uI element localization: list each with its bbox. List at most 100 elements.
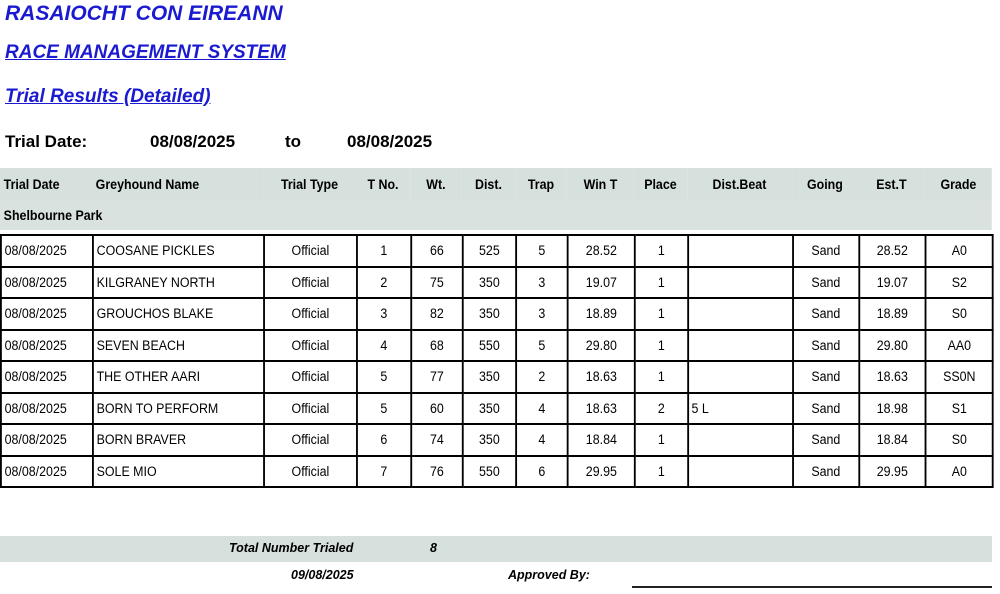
cell-est-t: 19.07	[857, 265, 927, 299]
cell-grade: AA0	[924, 328, 994, 362]
print-date: 09/08/2025	[291, 568, 354, 582]
cell-dist-beat	[686, 234, 794, 268]
cell-t-no: 5	[355, 360, 412, 394]
cell-trial-type: Official	[262, 328, 358, 362]
header-row: Trial Date Greyhound Name Trial Type T No. W…	[0, 168, 992, 200]
cell-est-t: 28.52	[857, 234, 927, 268]
column-header: T No.	[355, 168, 410, 200]
cell-trap: 3	[514, 297, 569, 331]
cell-going: Sand	[791, 297, 860, 331]
column-header: Wt.	[409, 168, 462, 200]
table-row: 08/08/2025 KILGRANEY NORTH Official 2 75 350 3…	[0, 265, 994, 299]
cell-greyhound-name: THE OTHER AARI	[92, 360, 265, 394]
cell-going: Sand	[791, 391, 860, 425]
cell-trial-date: 08/08/2025	[0, 265, 94, 299]
cell-trap: 5	[514, 234, 569, 268]
cell-trial-date: 08/08/2025	[0, 360, 94, 394]
cell-greyhound-name: KILGRANEY NORTH	[92, 265, 265, 299]
cell-wt: 60	[409, 391, 464, 425]
cell-grade: S2	[924, 265, 994, 299]
cell-greyhound-name: BORN TO PERFORM	[92, 391, 265, 425]
total-label: Total Number Trialed	[229, 541, 354, 555]
total-band	[0, 536, 992, 562]
cell-t-no: 3	[355, 297, 412, 331]
table-row: 08/08/2025 SOLE MIO Official 7 76 550 6 29.95 1 S…	[0, 454, 994, 488]
cell-place: 1	[633, 297, 689, 331]
cell-wt: 82	[409, 297, 464, 331]
cell-wt: 77	[409, 360, 464, 394]
cell-est-t: 18.63	[857, 360, 927, 394]
cell-trial-date: 08/08/2025	[0, 423, 94, 457]
cell-t-no: 6	[355, 423, 412, 457]
cell-trial-type: Official	[262, 297, 358, 331]
cell-dist: 350	[461, 360, 517, 394]
cell-trial-date: 08/08/2025	[0, 234, 94, 268]
cell-place: 1	[633, 234, 689, 268]
table-row: 08/08/2025 GROUCHOS BLAKE Official 3 82 350 3 1…	[0, 297, 994, 331]
cell-wt: 74	[409, 423, 464, 457]
cell-trial-type: Official	[262, 391, 358, 425]
cell-t-no: 4	[355, 328, 412, 362]
cell-trial-type: Official	[262, 360, 358, 394]
date-from: 08/08/2025	[150, 132, 236, 151]
cell-win-t: 18.63	[566, 391, 636, 425]
cell-trap: 2	[514, 360, 569, 394]
cell-wt: 66	[409, 234, 464, 268]
cell-dist: 350	[461, 265, 517, 299]
cell-going: Sand	[791, 360, 860, 394]
table-row: 08/08/2025 SEVEN BEACH Official 4 68 550 5 29.8…	[0, 328, 994, 362]
cell-greyhound-name: SOLE MIO	[92, 454, 265, 488]
cell-t-no: 2	[355, 265, 412, 299]
cell-win-t: 28.52	[566, 234, 636, 268]
cell-t-no: 5	[355, 391, 412, 425]
cell-grade: SS0N	[924, 360, 994, 394]
report-title: Trial Results (Detailed)	[5, 86, 211, 107]
cell-est-t: 29.95	[857, 454, 927, 488]
cell-going: Sand	[791, 328, 860, 362]
cell-win-t: 18.63	[566, 360, 636, 394]
cell-trial-date: 08/08/2025	[0, 328, 94, 362]
cell-win-t: 18.89	[566, 297, 636, 331]
approved-label: Approved By:	[508, 568, 590, 582]
cell-trap: 5	[514, 328, 569, 362]
column-header: Going	[791, 168, 858, 200]
cell-dist-beat	[686, 423, 794, 457]
cell-greyhound-name: GROUCHOS BLAKE	[92, 297, 265, 331]
cell-grade: A0	[924, 234, 994, 268]
cell-place: 1	[633, 328, 689, 362]
column-header: Dist.Beat	[686, 168, 792, 200]
cell-place: 1	[633, 423, 689, 457]
cell-trial-date: 08/08/2025	[0, 454, 94, 488]
cell-trap: 4	[514, 423, 569, 457]
cell-trial-type: Official	[262, 234, 358, 268]
date-to-label: to	[285, 132, 302, 151]
date-to: 08/08/2025	[347, 132, 433, 151]
column-header: Dist.	[461, 168, 515, 200]
cell-place: 1	[633, 454, 689, 488]
column-header: Est.T	[857, 168, 925, 200]
group-header: Shelbourne Park	[0, 200, 992, 230]
total-value: 8	[430, 541, 437, 555]
column-header: Grade	[924, 168, 992, 200]
cell-going: Sand	[791, 423, 860, 457]
table-row: 08/08/2025 THE OTHER AARI Official 5 77 350 2 1…	[0, 360, 994, 394]
cell-dist-beat	[686, 265, 794, 299]
cell-dist: 350	[461, 297, 517, 331]
cell-wt: 76	[409, 454, 464, 488]
table-row: 08/08/2025 BORN TO PERFORM Official 5 60 350 4…	[0, 391, 994, 425]
org-title: RASAIOCHT CON EIREANN	[5, 2, 283, 25]
cell-place: 1	[633, 360, 689, 394]
cell-dist-beat	[686, 328, 794, 362]
cell-dist: 550	[461, 454, 517, 488]
cell-wt: 68	[409, 328, 464, 362]
cell-going: Sand	[791, 265, 860, 299]
cell-place: 1	[633, 265, 689, 299]
cell-win-t: 29.95	[566, 454, 636, 488]
date-label: Trial Date:	[5, 132, 88, 151]
cell-grade: S1	[924, 391, 994, 425]
signature-line	[632, 586, 992, 588]
cell-grade: S0	[924, 423, 994, 457]
cell-trap: 3	[514, 265, 569, 299]
column-header: Trap	[514, 168, 567, 200]
cell-trial-date: 08/08/2025	[0, 391, 94, 425]
